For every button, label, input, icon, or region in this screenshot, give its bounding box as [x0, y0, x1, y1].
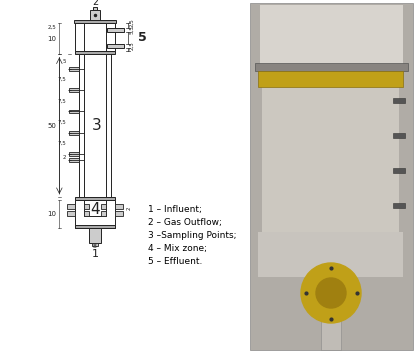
Text: 2: 2: [92, 0, 98, 7]
Bar: [84, 204, 89, 209]
Bar: [393, 133, 405, 138]
Bar: [69, 131, 79, 135]
Text: 3 –Sampling Points;: 3 –Sampling Points;: [148, 231, 237, 240]
Bar: [67, 211, 75, 216]
Bar: [89, 228, 101, 243]
Text: 5 – Effluent.: 5 – Effluent.: [148, 257, 202, 266]
Text: 5: 5: [63, 59, 66, 64]
Bar: [393, 168, 405, 173]
Bar: [101, 204, 106, 209]
Text: 7,5: 7,5: [57, 120, 66, 125]
Bar: [75, 226, 115, 228]
Bar: [393, 203, 405, 208]
Text: 7,5: 7,5: [57, 141, 66, 146]
Bar: [75, 52, 115, 54]
Bar: [84, 211, 89, 216]
Bar: [84, 200, 106, 216]
Circle shape: [301, 263, 361, 323]
Text: 1 – Influent;: 1 – Influent;: [148, 205, 202, 214]
Circle shape: [316, 278, 346, 308]
Bar: [69, 67, 79, 71]
Bar: [115, 204, 123, 209]
Bar: [260, 5, 403, 70]
Text: 7,5: 7,5: [57, 98, 66, 103]
Bar: [258, 232, 403, 277]
Bar: [92, 243, 99, 246]
Text: 2: 2: [126, 206, 131, 210]
Bar: [93, 7, 97, 10]
Bar: [262, 87, 399, 232]
Text: 7,5: 7,5: [57, 77, 66, 82]
Text: 8: 8: [93, 244, 97, 249]
Text: 3: 3: [92, 118, 102, 133]
Bar: [255, 63, 408, 71]
Bar: [75, 200, 115, 228]
Text: 4: 4: [90, 203, 100, 217]
Bar: [69, 152, 79, 156]
Bar: [321, 320, 341, 350]
Text: 2,5: 2,5: [47, 25, 56, 30]
Bar: [67, 204, 75, 209]
Bar: [106, 44, 124, 48]
Bar: [115, 211, 123, 216]
Text: 5,5: 5,5: [130, 25, 135, 34]
Bar: [101, 211, 106, 216]
Bar: [75, 23, 115, 52]
Text: 5: 5: [138, 31, 146, 44]
Bar: [69, 110, 79, 113]
Text: 4 – Mix zone;: 4 – Mix zone;: [148, 244, 207, 253]
Bar: [90, 10, 100, 20]
Bar: [69, 88, 79, 92]
Text: 2,5: 2,5: [130, 18, 135, 27]
Text: 10: 10: [47, 36, 56, 42]
Text: 2: 2: [63, 155, 66, 160]
Text: 50: 50: [47, 123, 56, 129]
Text: 2 – Gas Outflow;: 2 – Gas Outflow;: [148, 218, 222, 227]
Bar: [75, 197, 115, 200]
Bar: [106, 28, 124, 32]
Bar: [393, 98, 405, 103]
Bar: [250, 3, 413, 350]
Bar: [84, 23, 106, 52]
Bar: [79, 54, 111, 197]
Bar: [74, 20, 116, 23]
Text: 10: 10: [47, 211, 56, 217]
Bar: [258, 71, 403, 87]
Text: 2,5: 2,5: [130, 41, 135, 50]
Bar: [69, 158, 79, 162]
Bar: [84, 54, 106, 197]
Text: 1: 1: [92, 249, 99, 259]
